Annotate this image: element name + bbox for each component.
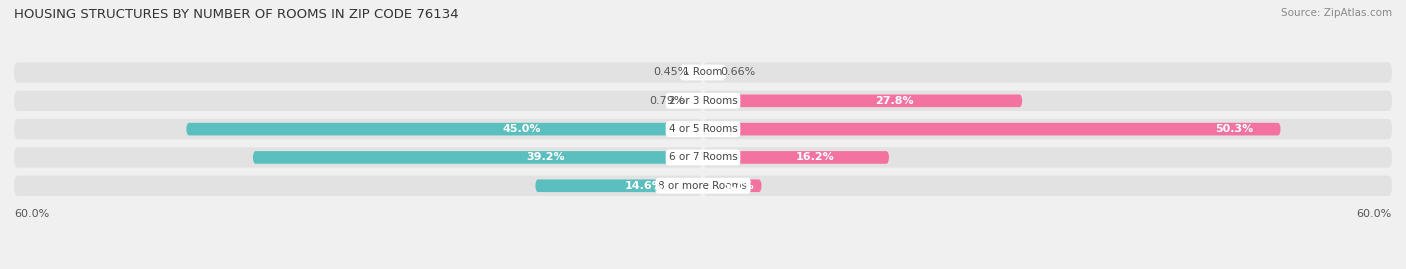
FancyBboxPatch shape	[695, 94, 703, 107]
Text: 2 or 3 Rooms: 2 or 3 Rooms	[669, 96, 737, 106]
FancyBboxPatch shape	[14, 147, 703, 168]
FancyBboxPatch shape	[703, 123, 1281, 135]
Legend: Owner-occupied, Renter-occupied: Owner-occupied, Renter-occupied	[576, 266, 830, 269]
Text: 60.0%: 60.0%	[14, 209, 49, 219]
Text: 27.8%: 27.8%	[875, 96, 914, 106]
Text: HOUSING STRUCTURES BY NUMBER OF ROOMS IN ZIP CODE 76134: HOUSING STRUCTURES BY NUMBER OF ROOMS IN…	[14, 8, 458, 21]
FancyBboxPatch shape	[703, 179, 762, 192]
Text: 45.0%: 45.0%	[503, 124, 541, 134]
FancyBboxPatch shape	[14, 119, 703, 139]
FancyBboxPatch shape	[703, 94, 1022, 107]
FancyBboxPatch shape	[703, 66, 710, 79]
FancyBboxPatch shape	[14, 62, 703, 83]
Text: 0.45%: 0.45%	[654, 68, 689, 77]
FancyBboxPatch shape	[536, 179, 703, 192]
Text: 4 or 5 Rooms: 4 or 5 Rooms	[669, 124, 737, 134]
Text: 14.6%: 14.6%	[624, 181, 664, 191]
FancyBboxPatch shape	[14, 176, 703, 196]
Text: 60.0%: 60.0%	[1357, 209, 1392, 219]
FancyBboxPatch shape	[703, 147, 1392, 168]
FancyBboxPatch shape	[703, 176, 1392, 196]
FancyBboxPatch shape	[703, 62, 1392, 83]
Text: 8 or more Rooms: 8 or more Rooms	[658, 181, 748, 191]
FancyBboxPatch shape	[697, 66, 703, 79]
Text: Source: ZipAtlas.com: Source: ZipAtlas.com	[1281, 8, 1392, 18]
Text: 0.66%: 0.66%	[720, 68, 755, 77]
Text: 50.3%: 50.3%	[1216, 124, 1254, 134]
Text: 5.1%: 5.1%	[723, 181, 754, 191]
FancyBboxPatch shape	[703, 119, 1392, 139]
Text: 1 Room: 1 Room	[683, 68, 723, 77]
Text: 0.79%: 0.79%	[650, 96, 685, 106]
FancyBboxPatch shape	[253, 151, 703, 164]
FancyBboxPatch shape	[14, 91, 703, 111]
Text: 39.2%: 39.2%	[526, 153, 565, 162]
FancyBboxPatch shape	[186, 123, 703, 135]
FancyBboxPatch shape	[703, 151, 889, 164]
Text: 6 or 7 Rooms: 6 or 7 Rooms	[669, 153, 737, 162]
FancyBboxPatch shape	[703, 91, 1392, 111]
Text: 16.2%: 16.2%	[796, 153, 834, 162]
